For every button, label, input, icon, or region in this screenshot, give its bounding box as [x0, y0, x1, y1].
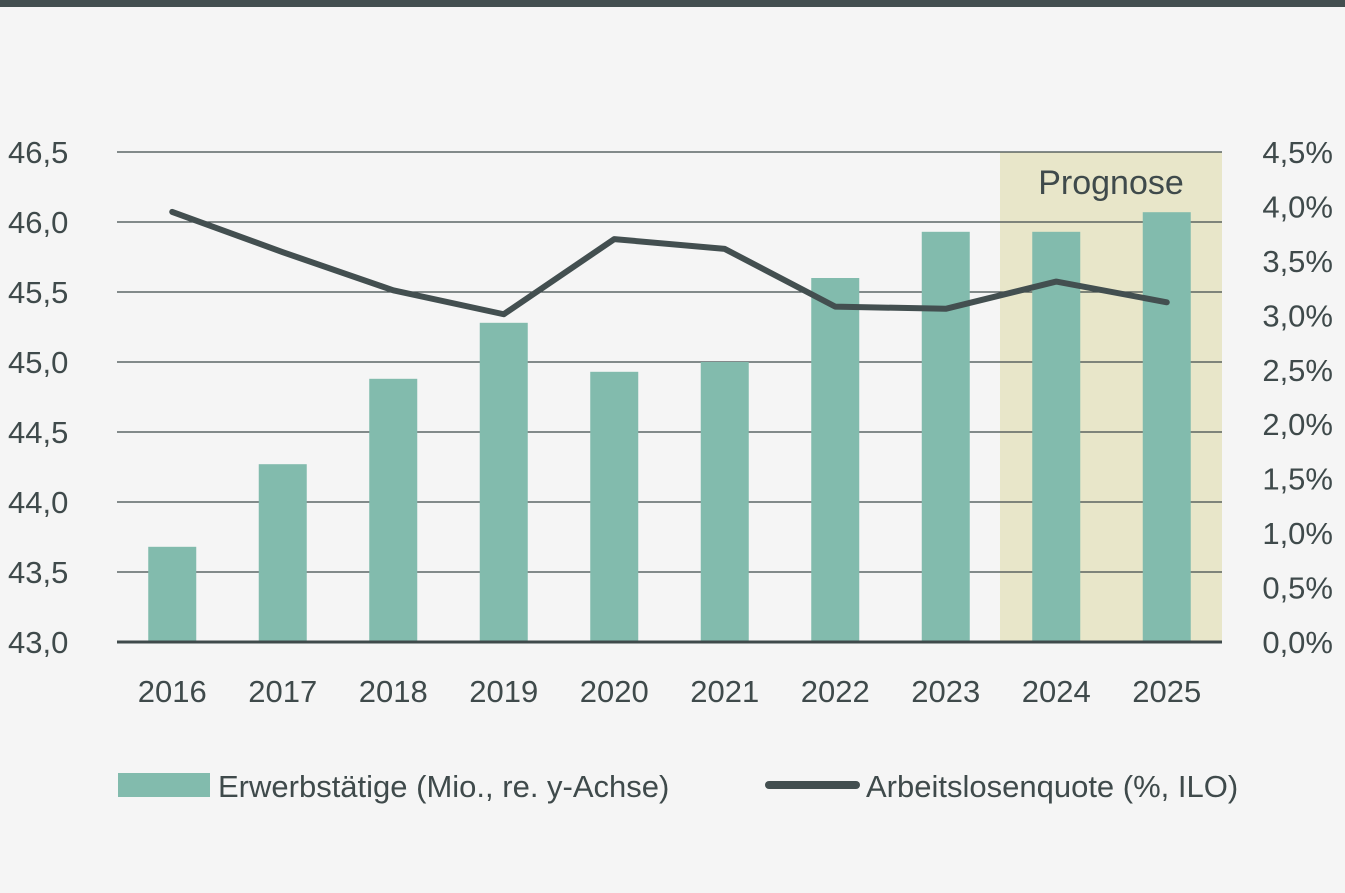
- left-tick-label: 46,5: [8, 135, 68, 170]
- left-tick-label: 44,0: [8, 485, 68, 520]
- right-tick-label: 0,5%: [1262, 571, 1333, 606]
- left-tick-label: 46,0: [8, 205, 68, 240]
- left-tick-label: 43,0: [8, 625, 68, 660]
- category-label: 2024: [1022, 674, 1091, 709]
- category-label: 2019: [469, 674, 538, 709]
- right-tick-label: 2,0%: [1262, 407, 1333, 442]
- bar-2020: [590, 372, 638, 642]
- left-tick-label: 43,5: [8, 555, 68, 590]
- forecast-label: Prognose: [1038, 164, 1184, 202]
- left-tick-label: 45,5: [8, 275, 68, 310]
- category-label: 2025: [1132, 674, 1201, 709]
- right-tick-label: 4,0%: [1262, 189, 1333, 224]
- right-tick-label: 1,0%: [1262, 516, 1333, 551]
- legend-label-bars: Erwerbstätige (Mio., re. y-Achse): [218, 769, 669, 804]
- right-tick-label: 3,0%: [1262, 298, 1333, 333]
- bar-2016: [148, 547, 196, 642]
- category-label: 2018: [359, 674, 428, 709]
- bar-2017: [259, 464, 307, 642]
- bar-2019: [480, 323, 528, 642]
- category-label: 2017: [248, 674, 317, 709]
- bar-2018: [369, 379, 417, 642]
- right-tick-label: 3,5%: [1262, 244, 1333, 279]
- top-bar: [0, 0, 1345, 7]
- right-tick-label: 2,5%: [1262, 353, 1333, 388]
- bar-2023: [922, 232, 970, 642]
- left-tick-label: 44,5: [8, 415, 68, 450]
- legend-swatch-bars: [118, 773, 210, 797]
- category-label: 2016: [138, 674, 207, 709]
- right-tick-label: 1,5%: [1262, 462, 1333, 497]
- category-label: 2022: [801, 674, 870, 709]
- bar-2022: [811, 278, 859, 642]
- right-tick-label: 4,5%: [1262, 135, 1333, 170]
- category-label: 2020: [580, 674, 649, 709]
- bar-2025: [1143, 212, 1191, 642]
- bar-2024: [1032, 232, 1080, 642]
- bar-2021: [701, 362, 749, 642]
- category-label: 2023: [911, 674, 980, 709]
- right-tick-label: 0,0%: [1262, 625, 1333, 660]
- category-label: 2021: [690, 674, 759, 709]
- legend-label-line: Arbeitslosenquote (%, ILO): [866, 769, 1238, 804]
- left-tick-label: 45,0: [8, 345, 68, 380]
